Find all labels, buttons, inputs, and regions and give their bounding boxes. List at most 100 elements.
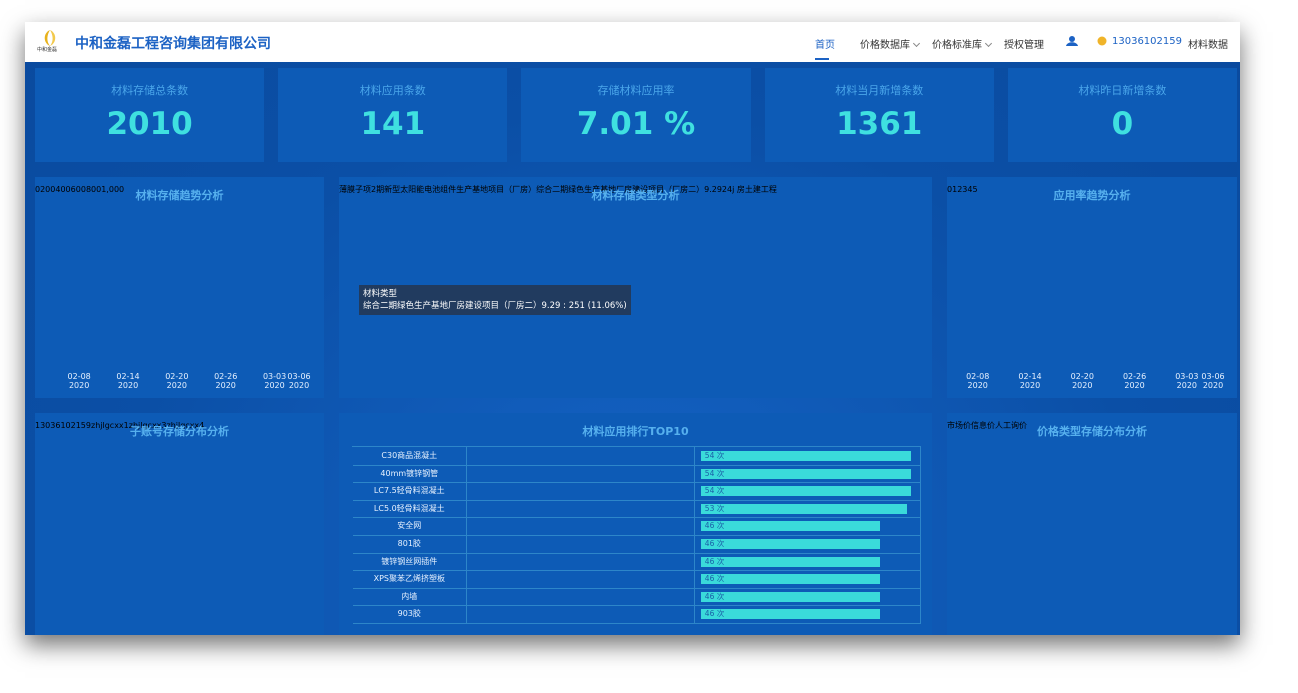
y-tick-label: 1,000 [101,185,125,194]
y-tick-label: 1 [952,185,958,194]
nav-item[interactable]: 首页 [815,36,835,51]
kpi-row: 材料存储总条数 2010 材料应用条数 141 存储材料应用率 7.01 % 材料当月新增条… [35,68,1238,162]
x-tick-label: 02-14 2020 [116,372,140,390]
chart-panel: 012345 应用率趋势分析 02-08 2020 02-14 2020 02-20 2… [947,177,1237,398]
kpi-label: 材料应用条数 [359,84,426,97]
bar-label: 46 次 [704,574,725,584]
row-name: 内墙 [353,587,467,606]
nav-item[interactable]: 授权管理 [1004,36,1044,51]
nav-label[interactable]: 授权管理 [1004,40,1044,51]
x-tick-label: 03-03 2020 [262,372,287,390]
table-row: C30商品混凝土 54 次 [353,447,921,466]
bar: 53 次 [700,503,907,514]
chart-title: 材料存储趋势分析 [135,189,224,202]
table-row: 镀锌钢丝网插件 46 次 [353,552,921,572]
kpi-label: 材料存储总条数 [111,84,189,97]
chart-panel: 02004006008001,000 材料存储趋势分析 02-08 2020 02-1… [35,177,324,398]
nav-label[interactable]: 价格数据库 [860,40,910,51]
y-tick-label: 600 [70,185,86,194]
x-tick-label: 03-03 2020 [1175,372,1199,390]
kpi-value: 141 [360,106,426,142]
company-name: 中和金磊工程咨询集团有限公司 [75,36,271,52]
slice-label: 信息价 [971,421,995,430]
kpi-label: 材料昨日新增条数 [1078,84,1167,97]
chart-panel: 材料应用排行TOP10 C30商品混凝土 54 次 40mm镀锌钢管 54 次 LC7.5… [339,413,932,635]
bar: 46 次 [700,574,880,585]
row-name: XPS聚苯乙烯挤塑板 [353,570,467,588]
bar-label: 46 次 [704,539,725,548]
slice-label: 人工询价 [995,421,1027,430]
table-row: 801胶 46 次 [353,535,921,554]
bar-label: 46 次 [704,556,725,566]
chart-title: 价格类型存储分布分析 [1037,425,1147,438]
nav-link[interactable]: 材料数据 [1188,40,1228,51]
kpi-value: 1361 [836,106,923,142]
nav-label[interactable]: 首页 [815,40,835,51]
bar-label: 46 次 [704,521,725,531]
nav-item[interactable]: 价格数据库 [860,36,921,51]
nav-label[interactable]: 价格标准库 [932,40,982,51]
table-row: 安全网 46 次 [353,517,921,536]
row-spacer [467,605,695,623]
bar-cell: 46 次 [695,517,921,535]
tooltip: 材料类型 综合二期绿色生产基地厂房建设项目（厂房二）9.29 : 251 (11.… [359,285,631,315]
kpi-label: 材料当月新增条数 [835,84,924,97]
y-tick-label: 5 [972,185,978,194]
chart-title: 应用率趋势分析 [1053,189,1131,202]
bar: 46 次 [700,591,880,602]
chart-title: 子账号存储分布分析 [130,425,229,438]
bar-label: 54 次 [704,486,725,496]
x-tick-label: 02-14 2020 [1018,372,1042,390]
table-row: XPS聚苯乙烯挤塑板 46 次 [353,570,921,589]
slice-label: zhjlgcxx4 [166,421,205,430]
chart: 市场价信息价人工询价 [947,413,1027,432]
bar: 46 次 [700,609,880,620]
dashboard: 中和金磊 中和金磊工程咨询集团有限公司 首页 价格数据库 价格标准库 授权管理 … [25,22,1240,635]
row-spacer [467,482,695,500]
row-spacer [467,552,695,571]
kpi-value: 7.01 % [576,106,696,142]
slice-label: 市场价 [947,421,971,430]
slice-label: 薄膜子项2期新型太阳能电池组件生产基地项目（厂房） [339,185,537,194]
slice-label: 13036102159 [35,421,91,430]
y-tick-label: 200 [40,185,56,194]
row-spacer [467,447,695,465]
chart-panel: 市场价信息价人工询价 价格类型存储分布分析 [947,413,1237,635]
y-tick-label: 800 [85,185,102,194]
bar: 46 次 [700,539,880,549]
bar-label: 46 次 [704,609,725,619]
slice-label: zhjlgcxx1 [91,421,129,430]
bar-cell: 46 次 [695,535,921,553]
row-spacer [467,464,695,483]
kpi-card: 材料当月新增条数 1361 [764,68,994,162]
chart-title: 材料存储类型分析 [591,189,680,202]
chart-panel: 薄膜子项2期新型太阳能电池组件生产基地项目（厂房）综合二期绿色生产基地厂房建设项… [339,177,932,398]
y-tick-label: 4 [967,185,973,194]
nav-item[interactable]: 价格标准库 [932,36,993,51]
slice-label: 综合二期绿色生产基地厂房建设项目（厂房二）9.29 [536,185,722,194]
chart: 012345 [947,177,978,196]
chart: 02004006008001,000 [35,177,124,196]
row-spacer [467,499,695,518]
logo-text: 中和金磊 [37,47,58,53]
row-name: 镀锌钢丝网插件 [353,552,467,571]
y-tick-label: 3 [962,185,968,194]
user-icon[interactable] [1065,35,1079,47]
kpi-card: 材料应用条数 141 [278,68,508,162]
table-row: 内墙 46 次 [353,587,921,607]
bar: 46 次 [700,521,880,532]
nav-underline [815,58,829,60]
table-row: 903胶 46 次 [353,605,921,624]
bar-cell: 46 次 [695,552,921,571]
bar-label: 54 次 [704,451,725,460]
x-tick-label: 02-08 2020 [966,372,990,390]
kpi-value: 0 [1111,106,1134,142]
x-tick-label: 02-20 2020 [165,372,189,390]
chart-panel: 13036102159zhjlgcxx1zhjlgcxx3zhjlgcxx4 子账… [35,413,324,635]
bar: 54 次 [700,468,911,479]
row-spacer [467,517,695,535]
user-name[interactable]: 13036102159 [1112,36,1182,47]
logo-icon [44,30,56,46]
